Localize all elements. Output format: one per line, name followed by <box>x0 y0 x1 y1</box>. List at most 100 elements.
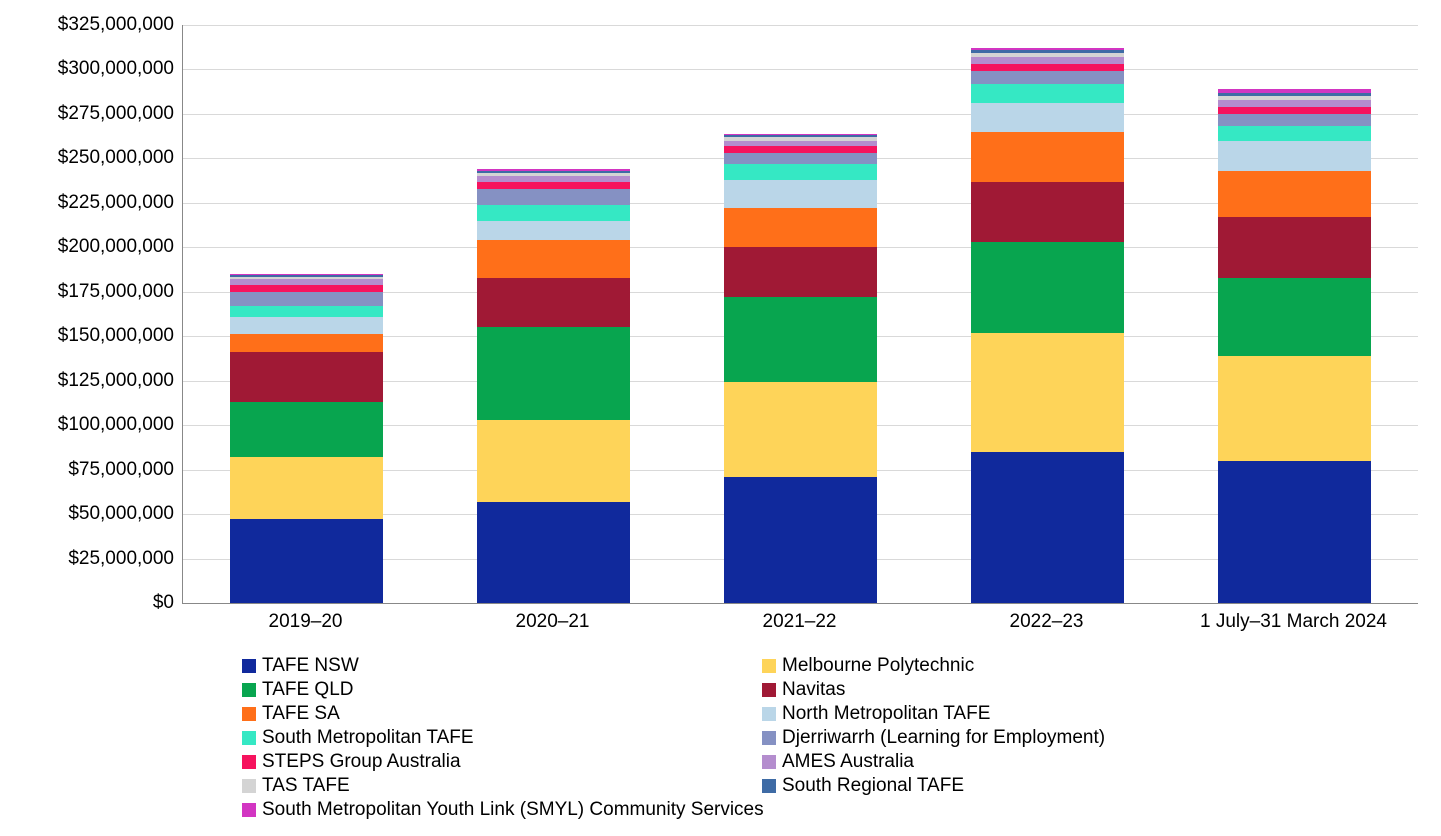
legend-item: South Metropolitan Youth Link (SMYL) Com… <box>242 798 762 822</box>
x-tick-label: 2022–23 <box>1010 611 1084 633</box>
legend-item: Djerriwarrh (Learning for Employment) <box>762 726 1402 750</box>
bar-segment <box>1218 89 1371 93</box>
bar-segment <box>230 292 383 306</box>
bar-segment <box>724 297 877 382</box>
bar-segment <box>971 64 1124 71</box>
y-tick-label: $175,000,000 <box>58 281 174 303</box>
bar-segment <box>971 132 1124 182</box>
bar-segment <box>477 502 630 603</box>
bar-segment <box>1218 107 1371 114</box>
bar-segment <box>724 247 877 297</box>
bar-segment <box>971 50 1124 53</box>
legend-column: TAFE NSWTAFE QLDTAFE SASouth Metropolita… <box>242 654 762 822</box>
bar-segment <box>230 352 383 402</box>
y-tick-label: $125,000,000 <box>58 370 174 392</box>
bar-segment <box>477 240 630 277</box>
bar-segment <box>971 53 1124 57</box>
legend-label: North Metropolitan TAFE <box>782 703 990 725</box>
y-tick-label: $150,000,000 <box>58 325 174 347</box>
bar-segment <box>971 103 1124 131</box>
bar-segment <box>230 457 383 519</box>
bar <box>1218 25 1371 603</box>
legend-label: Melbourne Polytechnic <box>782 655 974 677</box>
bar-segment <box>971 57 1124 64</box>
bar-segment <box>724 153 877 164</box>
legend-column: Melbourne PolytechnicNavitasNorth Metrop… <box>762 654 1402 822</box>
bar-segment <box>230 285 383 292</box>
x-tick-label: 1 July–31 March 2024 <box>1200 611 1387 633</box>
legend-swatch <box>242 755 256 769</box>
legend-item: Navitas <box>762 678 1402 702</box>
y-tick-label: $0 <box>153 592 174 614</box>
bar-segment <box>971 84 1124 104</box>
bar-segment <box>1218 93 1371 96</box>
bar-segment <box>724 146 877 153</box>
y-tick-label: $100,000,000 <box>58 414 174 436</box>
x-tick-label: 2019–20 <box>269 611 343 633</box>
bar-segment <box>230 275 383 276</box>
bar-segment <box>971 48 1124 50</box>
legend-item: North Metropolitan TAFE <box>762 702 1402 726</box>
bar-segment <box>477 176 630 181</box>
bar <box>230 25 383 603</box>
legend-swatch <box>762 755 776 769</box>
bar-segment <box>724 134 877 135</box>
bar-segment <box>971 333 1124 452</box>
bar-segment <box>724 137 877 141</box>
bar-segment <box>477 182 630 189</box>
bar-segment <box>1218 278 1371 356</box>
bar-segment <box>230 277 383 280</box>
legend-item: AMES Australia <box>762 750 1402 774</box>
legend-label: Djerriwarrh (Learning for Employment) <box>782 727 1105 749</box>
bar-segment <box>230 334 383 352</box>
y-tick-label: $275,000,000 <box>58 103 174 125</box>
bar-segment <box>230 306 383 317</box>
bar-segment <box>477 278 630 328</box>
bar <box>971 25 1124 603</box>
bar-segment <box>1218 461 1371 603</box>
bar-segment <box>724 382 877 476</box>
legend-item: South Regional TAFE <box>762 774 1402 798</box>
legend-label: TAFE SA <box>262 703 340 725</box>
legend-swatch <box>762 779 776 793</box>
bar-segment <box>724 141 877 146</box>
bar-segment <box>971 182 1124 242</box>
legend-swatch <box>242 803 256 817</box>
bar-segment <box>230 317 383 335</box>
bar-segment <box>724 208 877 247</box>
bar-segment <box>1218 114 1371 126</box>
legend-swatch <box>242 707 256 721</box>
bar-segment <box>477 171 630 173</box>
bar-segment <box>477 420 630 502</box>
legend-label: South Metropolitan Youth Link (SMYL) Com… <box>262 799 764 821</box>
bar-segment <box>477 327 630 419</box>
bar-segment <box>1218 171 1371 217</box>
bar-segment <box>230 279 383 284</box>
legend-label: South Regional TAFE <box>782 775 964 797</box>
bar-segment <box>230 274 383 275</box>
legend-item: TAFE QLD <box>242 678 762 702</box>
chart-legend: TAFE NSWTAFE QLDTAFE SASouth Metropolita… <box>242 654 1402 822</box>
legend-label: AMES Australia <box>782 751 914 773</box>
bar-segment <box>477 169 630 171</box>
legend-label: STEPS Group Australia <box>262 751 461 773</box>
x-tick-label: 2020–21 <box>516 611 590 633</box>
bar <box>724 25 877 603</box>
legend-item: Melbourne Polytechnic <box>762 654 1402 678</box>
bar-segment <box>477 189 630 205</box>
y-tick-label: $325,000,000 <box>58 14 174 36</box>
bar-segment <box>724 135 877 137</box>
legend-item: TAS TAFE <box>242 774 762 798</box>
bar-segment <box>1218 356 1371 461</box>
legend-swatch <box>762 659 776 673</box>
y-tick-label: $225,000,000 <box>58 192 174 214</box>
legend-swatch <box>242 779 256 793</box>
bar-segment <box>724 477 877 603</box>
y-tick-label: $50,000,000 <box>68 503 174 525</box>
legend-item: TAFE SA <box>242 702 762 726</box>
bar-segment <box>230 402 383 457</box>
y-tick-label: $200,000,000 <box>58 236 174 258</box>
legend-item: South Metropolitan TAFE <box>242 726 762 750</box>
legend-swatch <box>762 731 776 745</box>
y-tick-label: $25,000,000 <box>68 548 174 570</box>
